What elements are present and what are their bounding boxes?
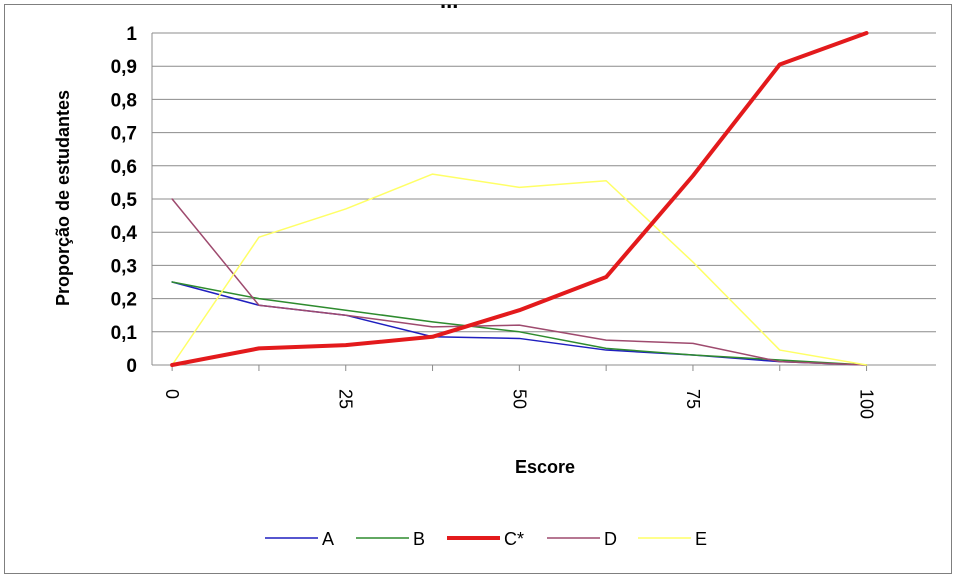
legend-label-b: B — [413, 529, 425, 549]
legend-label-a: A — [322, 529, 334, 549]
x-tick-labels: 0 25 50 75 100 — [162, 389, 876, 419]
y-tick-label: 0,6 — [111, 157, 137, 178]
y-tick-label: 0,3 — [111, 256, 137, 277]
axes — [151, 33, 936, 371]
legend-label-cstar: C* — [504, 529, 524, 549]
legend: A B C* D E — [265, 529, 707, 549]
x-tick-label: 25 — [336, 389, 356, 409]
legend-label-e: E — [695, 529, 707, 549]
series-line-b — [171, 281, 868, 366]
y-tick-label: 0 — [126, 356, 137, 377]
legend-label-d: D — [604, 529, 617, 549]
y-tick-label: 0,7 — [111, 124, 137, 145]
y-axis-title: Proporção de estudantes — [53, 90, 73, 306]
y-tick-label: 1 — [126, 24, 137, 45]
y-tick-label: 0,4 — [111, 223, 138, 244]
x-tick-label: 75 — [683, 389, 703, 409]
y-tick-label: 0,9 — [111, 57, 137, 78]
series-line-cstar — [170, 31, 869, 367]
x-tick-label: 50 — [509, 389, 529, 409]
chart-title-fragment: ... — [440, 0, 458, 13]
series-line-e — [171, 173, 868, 366]
gridlines — [152, 32, 936, 333]
y-tick-label: 0,5 — [111, 190, 138, 211]
x-tick-label: 100 — [857, 389, 877, 419]
y-tick-label: 0,2 — [111, 290, 137, 311]
x-tick-label: 0 — [162, 389, 182, 399]
series-line-d — [171, 198, 868, 366]
y-tick-label: 0,8 — [111, 90, 137, 111]
series-line-a — [171, 281, 868, 366]
series-lines — [170, 31, 869, 367]
y-tick-labels: 0 0,1 0,2 0,3 0,4 0,5 0,6 0,7 0,8 0,9 1 — [111, 24, 138, 377]
y-tick-label: 0,1 — [111, 323, 138, 344]
x-axis-title: Escore — [515, 457, 575, 477]
